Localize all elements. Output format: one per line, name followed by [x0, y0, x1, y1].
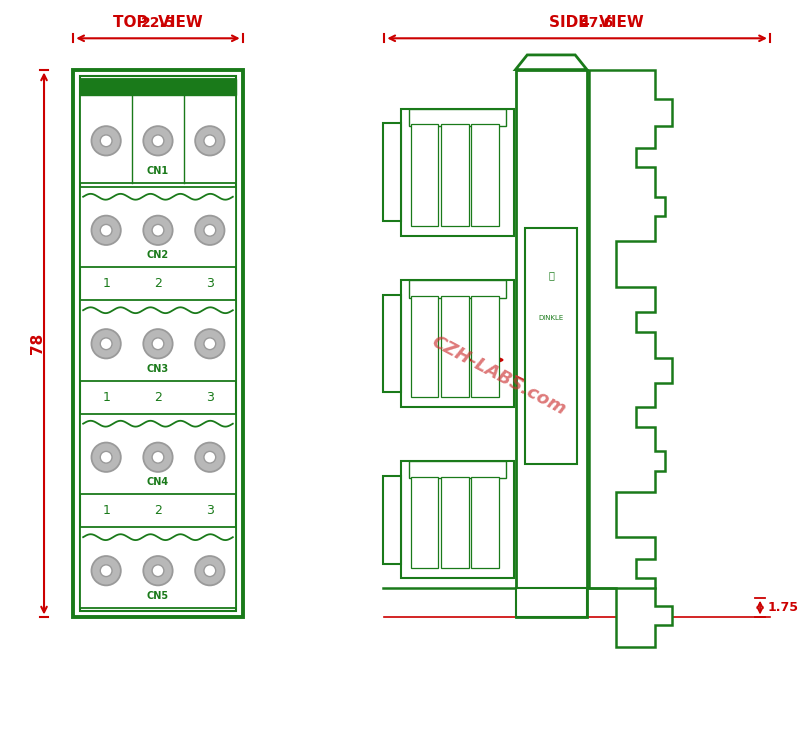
- Polygon shape: [515, 55, 587, 69]
- Circle shape: [143, 442, 173, 472]
- Bar: [526, 229, 577, 464]
- Circle shape: [195, 556, 225, 586]
- Text: 2: 2: [154, 504, 162, 518]
- Bar: [383, 295, 401, 393]
- Bar: [401, 109, 514, 236]
- Circle shape: [91, 329, 121, 358]
- Text: CN5: CN5: [147, 591, 169, 601]
- Text: 1.75: 1.75: [768, 601, 799, 614]
- Circle shape: [143, 216, 173, 245]
- Bar: [80, 187, 236, 268]
- Text: CN2: CN2: [147, 250, 169, 260]
- Circle shape: [152, 338, 164, 349]
- Circle shape: [100, 224, 112, 236]
- Bar: [80, 527, 236, 607]
- Bar: [515, 588, 587, 618]
- Text: 3: 3: [206, 391, 214, 404]
- Circle shape: [152, 224, 164, 236]
- Bar: [411, 477, 438, 569]
- Text: CN4: CN4: [147, 477, 169, 488]
- Text: 47.6: 47.6: [579, 17, 614, 31]
- Text: TOP  VIEW: TOP VIEW: [113, 15, 203, 30]
- Circle shape: [91, 556, 121, 586]
- Circle shape: [143, 556, 173, 586]
- Bar: [409, 109, 506, 126]
- Circle shape: [91, 442, 121, 472]
- Text: 2: 2: [154, 391, 162, 404]
- Circle shape: [195, 329, 225, 358]
- Circle shape: [143, 126, 173, 156]
- Bar: [441, 295, 469, 397]
- Bar: [471, 477, 499, 569]
- Bar: [471, 295, 499, 397]
- Bar: [383, 476, 401, 564]
- Bar: [411, 295, 438, 397]
- Circle shape: [204, 565, 216, 577]
- Bar: [441, 124, 469, 226]
- Circle shape: [204, 451, 216, 463]
- Text: 1: 1: [102, 391, 110, 404]
- Circle shape: [195, 216, 225, 245]
- Polygon shape: [589, 69, 672, 647]
- Circle shape: [152, 565, 164, 577]
- Bar: [80, 80, 236, 95]
- Text: 78: 78: [30, 333, 45, 354]
- Text: 1: 1: [102, 504, 110, 518]
- Text: 2: 2: [154, 277, 162, 290]
- Text: 1: 1: [102, 277, 110, 290]
- Text: CN3: CN3: [147, 364, 169, 374]
- Circle shape: [143, 329, 173, 358]
- Circle shape: [152, 135, 164, 147]
- Circle shape: [100, 565, 112, 577]
- Circle shape: [204, 338, 216, 349]
- Bar: [411, 124, 438, 226]
- Bar: [409, 461, 506, 479]
- Circle shape: [91, 126, 121, 156]
- Circle shape: [195, 442, 225, 472]
- Bar: [401, 461, 514, 578]
- Text: 3: 3: [206, 504, 214, 518]
- Bar: [80, 300, 236, 381]
- Bar: [74, 69, 242, 618]
- Bar: [383, 124, 401, 221]
- Text: 22.5: 22.5: [141, 17, 175, 31]
- Circle shape: [152, 451, 164, 463]
- Bar: [441, 477, 469, 569]
- Bar: [471, 124, 499, 226]
- Text: CZH-LABS.com: CZH-LABS.com: [429, 333, 569, 419]
- Bar: [515, 69, 587, 618]
- Circle shape: [100, 135, 112, 147]
- Bar: [409, 280, 506, 298]
- Bar: [80, 77, 236, 610]
- Circle shape: [91, 216, 121, 245]
- Circle shape: [100, 338, 112, 349]
- Bar: [80, 80, 236, 183]
- Circle shape: [100, 451, 112, 463]
- Circle shape: [204, 224, 216, 236]
- Circle shape: [195, 126, 225, 156]
- Text: 3: 3: [206, 277, 214, 290]
- Text: CN1: CN1: [147, 166, 169, 176]
- Text: ⧉: ⧉: [548, 270, 554, 281]
- Bar: [401, 280, 514, 407]
- Text: SIDE  VIEW: SIDE VIEW: [550, 15, 644, 30]
- Circle shape: [204, 135, 216, 147]
- Bar: [80, 414, 236, 494]
- Text: DINKLE: DINKLE: [538, 315, 564, 321]
